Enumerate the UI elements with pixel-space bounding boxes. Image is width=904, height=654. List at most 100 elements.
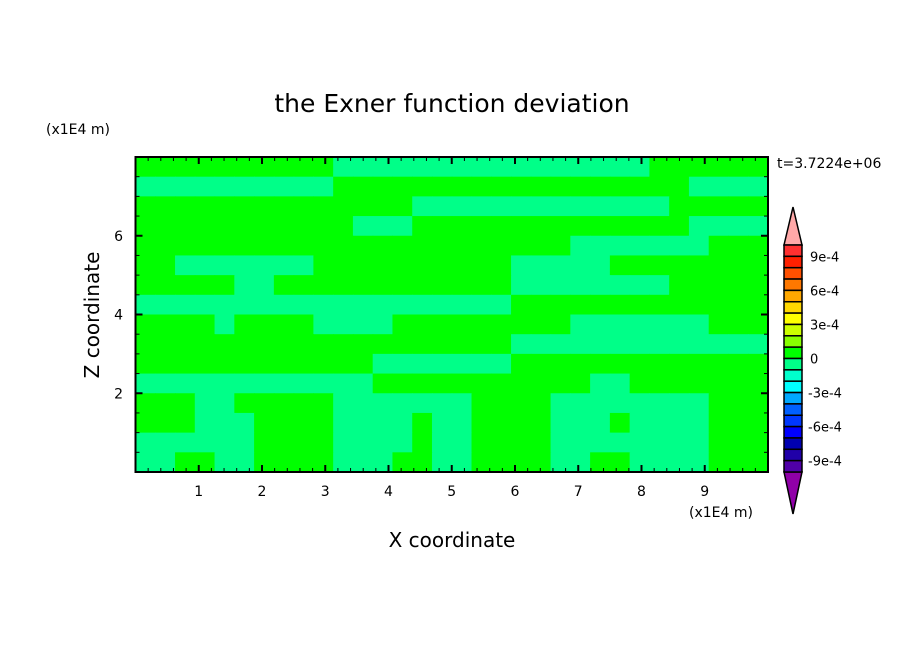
colorbar-box (783, 448, 803, 462)
contour-cell (214, 275, 235, 296)
contour-cell (214, 196, 235, 217)
contour-cell (175, 216, 196, 237)
contour-cell (135, 334, 156, 355)
contour-cell (293, 353, 314, 375)
contour-cell (273, 196, 295, 217)
contour-cell (748, 196, 769, 217)
contour-cell (313, 255, 334, 276)
x-tick-label: 4 (384, 484, 393, 500)
colorbar-box (783, 403, 803, 416)
contour-cell (629, 216, 651, 237)
contour-cell (194, 393, 216, 414)
contour-cell (629, 314, 651, 335)
contour-cell (372, 373, 394, 394)
contour-cell (392, 314, 413, 335)
contour-cell (669, 255, 690, 276)
contour-cell (550, 452, 571, 473)
contour-cell (511, 452, 532, 473)
contour-cell (392, 452, 413, 473)
contour-cell (412, 393, 433, 414)
contour-cell (511, 412, 532, 434)
contour-cell (175, 432, 196, 453)
contour-cell (431, 176, 453, 197)
contour-cell (194, 235, 216, 257)
contour-cell (530, 235, 552, 257)
contour-cell (728, 216, 749, 237)
contour-cell (412, 353, 433, 375)
contour-cell (313, 216, 334, 237)
contour-cell (135, 373, 156, 394)
contour-cell (333, 157, 354, 178)
contour-cell (688, 294, 710, 316)
contour-cell (175, 373, 196, 394)
contour-cell (372, 393, 394, 414)
contour-cell (333, 353, 354, 375)
contour-cell (214, 412, 235, 434)
contour-cell (234, 235, 255, 257)
contour-cell (511, 294, 532, 316)
contour-cell (590, 432, 611, 453)
colorbar-under-triangle (783, 471, 803, 515)
contour-cell (511, 314, 532, 335)
contour-cell (550, 275, 571, 296)
colorbar-box (783, 335, 803, 348)
contour-cell (550, 235, 571, 257)
contour-cell (728, 275, 749, 296)
contour-cell (530, 393, 552, 414)
contour-cell (194, 432, 216, 453)
contour-cell (234, 255, 255, 276)
contour-cell (669, 314, 690, 335)
contour-cell (234, 216, 255, 237)
colorbar-label: -9e-4 (808, 455, 842, 470)
contour-cell (649, 255, 670, 276)
contour-cell (728, 373, 749, 394)
contour-cell (214, 452, 235, 473)
contour-cell (491, 334, 512, 355)
contour-cell (570, 255, 591, 276)
contour-cell (708, 393, 730, 414)
contour-cell (688, 196, 710, 217)
contour-cell (550, 432, 571, 453)
contour-cell (333, 314, 354, 335)
contour-cell (550, 196, 571, 217)
contour-cell (728, 235, 749, 257)
colorbar-box (783, 244, 803, 258)
contour-cell (352, 255, 374, 276)
contour-cell (214, 393, 235, 414)
contour-cell (254, 452, 275, 473)
contour-cell (392, 255, 413, 276)
contour-cell (254, 314, 275, 335)
colorbar-label: 9e-4 (810, 250, 839, 265)
contour-cell (609, 275, 631, 296)
contour-cell (155, 432, 176, 453)
contour-cell (155, 314, 176, 335)
contour-cell (412, 255, 433, 276)
colorbar-box (783, 391, 803, 405)
contour-cell (609, 196, 631, 217)
contour-cell (352, 196, 374, 217)
contour-cell (431, 216, 453, 237)
contour-cell (333, 412, 354, 434)
contour-cell (669, 294, 690, 316)
x-axis-label: X coordinate (389, 528, 516, 552)
contour-cell (392, 196, 413, 217)
contour-cell (175, 412, 196, 434)
contour-cell (194, 294, 216, 316)
contour-cell (451, 452, 473, 473)
contour-cell (254, 216, 275, 237)
contour-cell (511, 334, 532, 355)
contour-cell (155, 412, 176, 434)
contour-cell (333, 393, 354, 414)
contour-cell (451, 353, 473, 375)
contour-cell (135, 294, 156, 316)
contour-cell (273, 393, 295, 414)
contour-cell (570, 353, 591, 375)
contour-cell (728, 294, 749, 316)
contour-cell (649, 334, 670, 355)
contour-cell (570, 275, 591, 296)
contour-cell (214, 255, 235, 276)
colorbar-box (783, 278, 803, 292)
contour-cell (708, 314, 730, 335)
contour-cell (392, 176, 413, 197)
